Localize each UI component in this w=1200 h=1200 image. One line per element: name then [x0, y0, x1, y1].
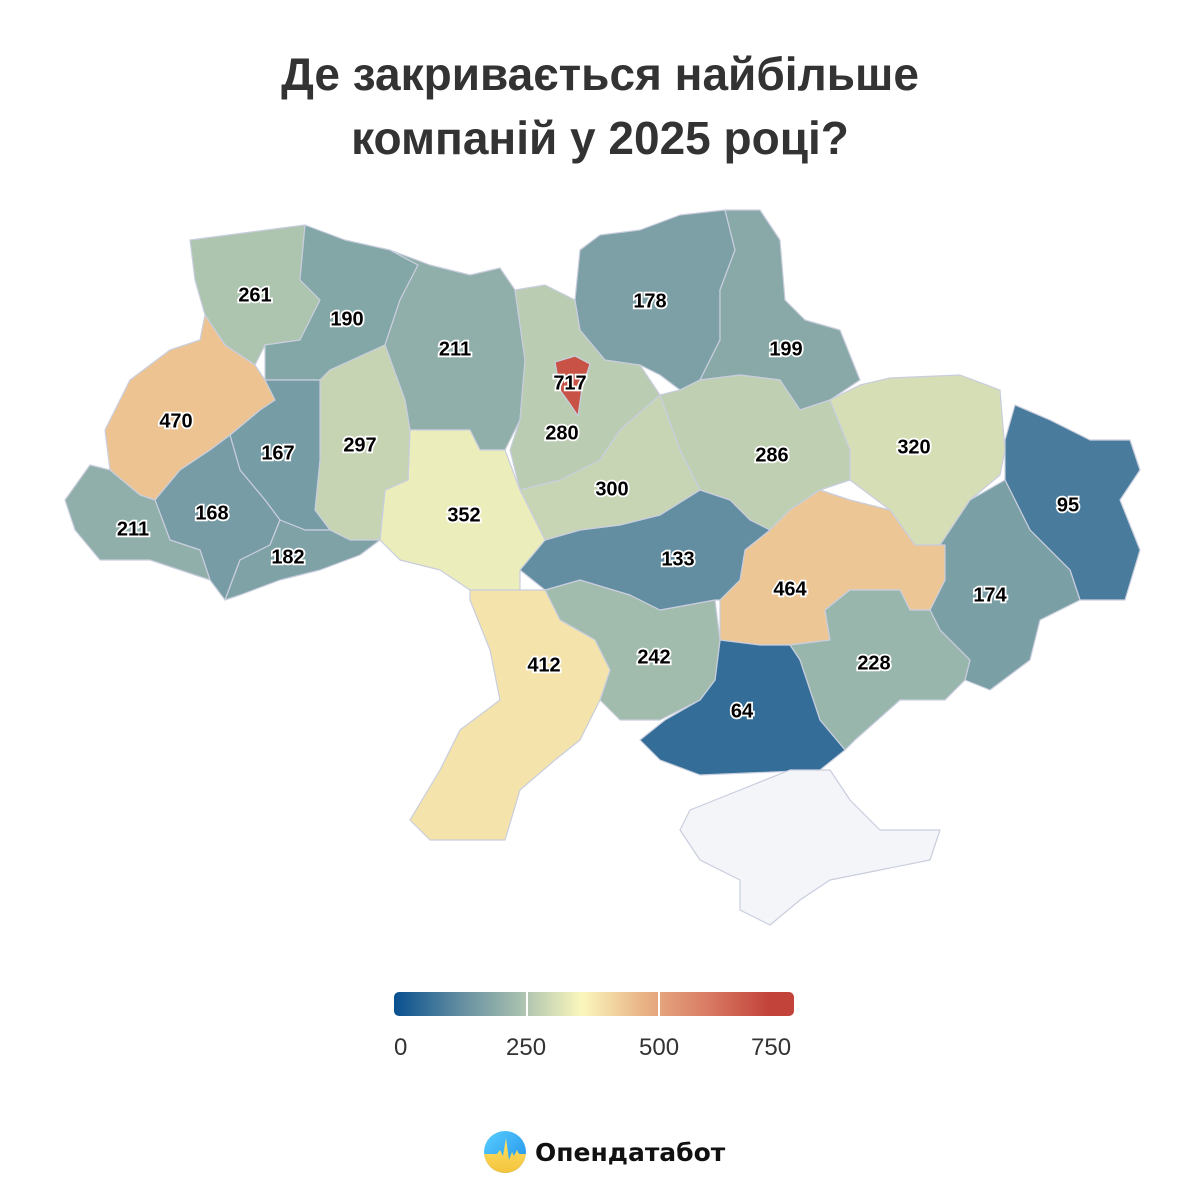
region-value-label: 190	[330, 308, 363, 330]
region-value-label: 95	[1057, 494, 1079, 516]
legend-tick-500: 500	[639, 1034, 680, 1061]
region-chernivtsi[interactable]	[224, 519, 381, 601]
ukraine-choropleth-map: 261 190 211 280 178 199 286 320 95 174 464 228 64 242…	[64, 209, 1141, 926]
region-value-label: 199	[769, 338, 802, 360]
region-value-label: 182	[271, 546, 304, 568]
region-value-label: 174	[973, 584, 1007, 606]
region-value-label: 133	[661, 548, 694, 570]
brand-name: Опендатабот	[535, 1137, 726, 1167]
region-crimea[interactable]	[679, 769, 941, 926]
region-value-label: 242	[637, 646, 670, 668]
region-kyiv-city[interactable]	[554, 355, 591, 417]
legend-separator	[658, 992, 660, 1016]
region-odesa[interactable]	[409, 589, 611, 841]
legend-tick-250: 250	[506, 1034, 547, 1061]
title-line-1: Де закривається найбільше	[281, 48, 919, 100]
opendatabot-logo-icon	[484, 1131, 526, 1173]
region-value-label: 261	[238, 284, 271, 306]
region-value-label: 470	[159, 410, 192, 432]
legend-tick-750: 750	[751, 1034, 792, 1061]
region-value-label: 167	[261, 442, 294, 464]
region-value-label: 64	[731, 700, 754, 722]
legend-separator	[526, 992, 528, 1016]
chart-title: Де закривається найбільше компаній у 202…	[0, 42, 1200, 170]
region-cherkasy[interactable]	[519, 394, 701, 541]
region-value-label: 286	[755, 444, 788, 466]
region-value-label: 211	[117, 518, 149, 540]
region-value-label: 178	[633, 290, 666, 312]
region-value-label: 228	[857, 652, 890, 674]
region-value-label: 300	[595, 478, 628, 500]
region-value-label: 168	[195, 502, 228, 524]
region-value-label: 211	[439, 338, 471, 360]
region-value-label: 412	[527, 654, 560, 676]
brand-logo: Опендатабот	[483, 1130, 725, 1174]
region-kharkiv[interactable]	[829, 374, 1006, 546]
color-scale-bar	[394, 992, 794, 1016]
title-line-2: компаній у 2025 році?	[351, 112, 849, 164]
region-value-label: 297	[343, 434, 376, 456]
region-value-label: 717	[553, 372, 586, 394]
region-value-label: 464	[773, 578, 807, 600]
region-zakarpattia[interactable]	[64, 464, 211, 581]
region-value-label: 352	[447, 504, 480, 526]
region-value-label: 280	[545, 422, 578, 444]
region-value-label: 320	[897, 436, 930, 458]
legend-tick-0: 0	[394, 1034, 408, 1061]
